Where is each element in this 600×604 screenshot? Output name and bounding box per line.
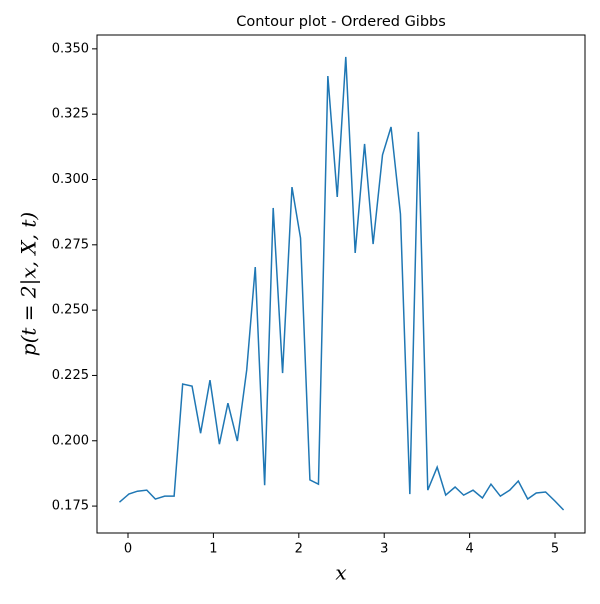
x-tick-label: 1 <box>209 542 217 557</box>
y-tick-label: 0.200 <box>52 433 89 448</box>
y-tick-label: 0.275 <box>52 237 89 252</box>
y-tick-label: 0.225 <box>52 368 89 383</box>
y-tick-label: 0.325 <box>52 107 89 122</box>
data-line <box>118 56 565 511</box>
x-tick-label: 3 <box>380 542 388 557</box>
x-axis-label: x <box>335 561 346 585</box>
x-tick-label: 4 <box>465 542 473 557</box>
x-tick-label: 5 <box>551 542 559 557</box>
x-tick-label: 0 <box>124 542 132 557</box>
y-axis-label: p(t = 2|x, X, t) <box>17 212 42 356</box>
y-tick-label: 0.250 <box>52 303 89 318</box>
y-tick-label: 0.350 <box>52 41 89 56</box>
chart-title: Contour plot - Ordered Gibbs <box>236 14 446 30</box>
x-tick-label: 2 <box>295 542 303 557</box>
y-tick-label: 0.175 <box>52 499 89 514</box>
y-tick-label: 0.300 <box>52 172 89 187</box>
plot-frame <box>96 34 586 534</box>
